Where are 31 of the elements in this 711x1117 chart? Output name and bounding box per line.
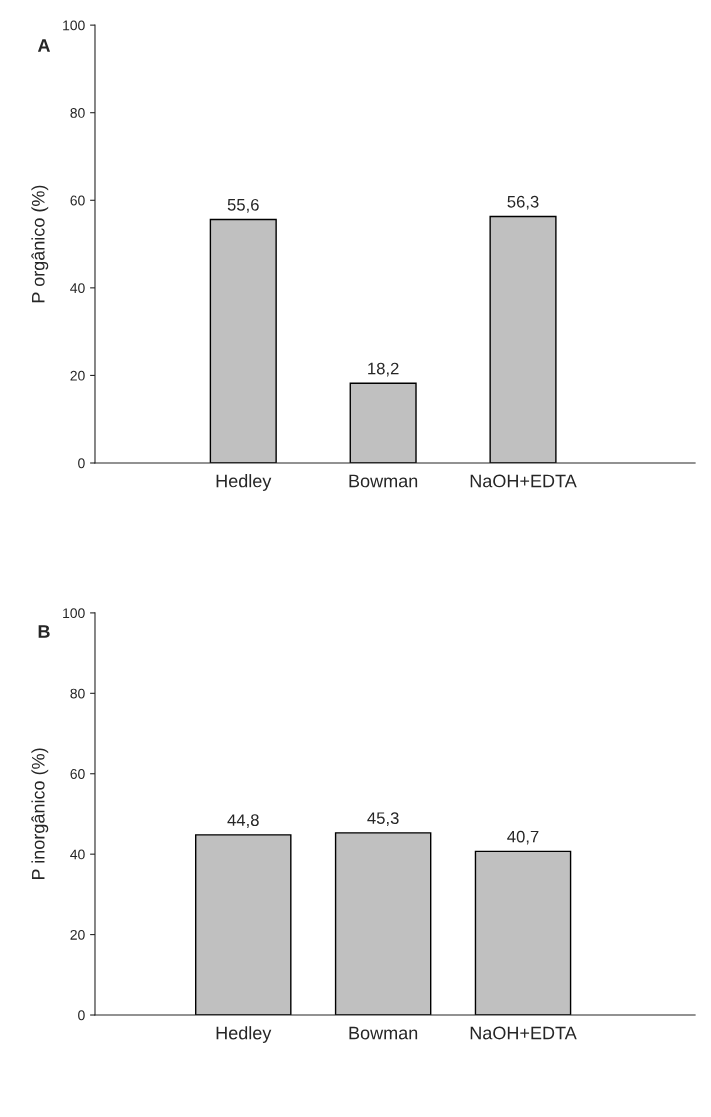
y-tick-label: 20 [70, 929, 85, 940]
x-tick-label: Hedley [216, 474, 272, 491]
text: A [37, 39, 51, 52]
y-tick-label: 100 [63, 20, 85, 31]
y-tick-label: 40 [70, 849, 85, 860]
y-tick-label: 60 [70, 769, 85, 779]
y-tick-label: 80 [70, 108, 85, 118]
y-axis-title: P inorgânico (%) [31, 748, 49, 880]
y-axis-title: P orgânico (%) [31, 185, 49, 303]
data-label: 45,3 [367, 812, 399, 826]
data-label: 56,3 [507, 195, 539, 210]
y-tick-label: 40 [70, 283, 85, 294]
x-tick-label: Hedley [216, 1026, 272, 1043]
x-tick-label: NaOH+EDTA [470, 1026, 577, 1040]
y-tick-label: 80 [70, 688, 85, 699]
text: B [38, 625, 50, 638]
x-tick-label: NaOH+EDTA [470, 474, 577, 488]
bar [349, 382, 417, 463]
bar [489, 215, 557, 463]
data-label: 40,7 [507, 830, 539, 845]
y-tick-label: 0 [78, 1010, 85, 1021]
y-tick-label: 20 [70, 370, 85, 381]
y-tick-label: 0 [78, 458, 85, 469]
data-label: 44,8 [227, 814, 259, 828]
y-tick-label: 60 [70, 195, 85, 206]
bar [209, 218, 277, 463]
data-label: 18,2 [368, 362, 399, 377]
data-label: 55,6 [227, 198, 259, 213]
y-tick-label: 100 [63, 608, 85, 619]
x-tick-label: Bowman [349, 1026, 418, 1040]
x-tick-label: Bowman [349, 474, 418, 488]
